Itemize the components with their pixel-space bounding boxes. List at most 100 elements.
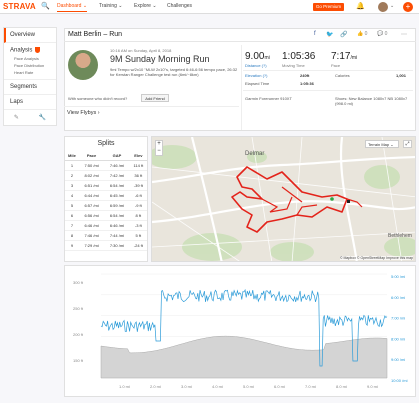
distance-label[interactable]: Distance (?) xyxy=(245,63,267,68)
y-left-tick-label: 250 ft xyxy=(73,306,84,311)
activity-description: 9mi Tempo w/2x10 "MLW 2x10"s, targeted 6… xyxy=(110,67,238,77)
moving-time-label: Moving Time xyxy=(282,63,305,68)
map-type-select[interactable]: Terrain Map ⌄ xyxy=(365,140,399,148)
strava-logo[interactable]: STRAVA xyxy=(3,2,36,11)
sidebar-item-segments[interactable]: Segments xyxy=(4,80,56,95)
table-row[interactable]: 8 7:46 /mi 7:44 /mi 5 ft xyxy=(65,230,147,241)
splits-cell: 7:42 /mi xyxy=(104,170,130,181)
sidebar-item-analysis[interactable]: Analysis xyxy=(4,43,56,55)
nav-training[interactable]: Training ⌄ xyxy=(99,3,123,9)
map-attribution[interactable]: © Mapbox © OpenStreetMap Improve this ma… xyxy=(339,256,413,260)
add-friend-button[interactable]: Add Friend xyxy=(141,94,169,102)
table-row[interactable]: 2 8:02 /mi 7:42 /mi 36 ft xyxy=(65,170,147,181)
x-tick-label: 4.0 mi xyxy=(212,384,223,389)
link-icon[interactable]: 🔗 xyxy=(340,32,348,38)
twitter-icon[interactable]: 🐦 xyxy=(326,32,334,38)
athlete-avatar[interactable] xyxy=(68,50,98,80)
kudos-count[interactable]: 👍 0 xyxy=(357,31,368,37)
divider xyxy=(64,106,239,107)
search-icon[interactable]: 🔍 xyxy=(41,3,50,10)
elapsed-value: 1:05:36 xyxy=(300,81,314,86)
premium-shield-icon xyxy=(35,47,41,53)
chart-canvas[interactable]: 300 ft 250 ft 200 ft 150 ft 5:00 /mi 6:00 /m… xyxy=(65,266,417,398)
splits-table: Splits Mile Pace GAP Elev 1 7:50 /mi 7:46 /mi… xyxy=(64,136,148,262)
nav-dashboard[interactable]: Dashboard ⌄ xyxy=(57,3,88,12)
splits-cell: 7:50 /mi xyxy=(78,160,105,171)
splits-cell: 6:57 /mi xyxy=(78,200,105,211)
nav-challenges[interactable]: Challenges xyxy=(167,3,193,9)
zoom-in-button[interactable]: + xyxy=(157,141,161,147)
y-left-tick-label: 150 ft xyxy=(73,358,84,363)
activity-date: 10:16 AM on Sunday, April 8, 2018 xyxy=(110,48,172,53)
view-flybys-link[interactable]: View Flybys › xyxy=(67,110,100,116)
splits-cell: 6 xyxy=(65,210,79,221)
x-tick-label: 2.0 mi xyxy=(150,384,161,389)
zoom-out-button[interactable]: − xyxy=(157,148,161,154)
splits-cell: 8 xyxy=(65,230,79,241)
splits-cell: 7:44 /mi xyxy=(104,230,130,241)
sidebar-item-overview[interactable]: Overview xyxy=(4,28,56,43)
splits-header-cell: Mile xyxy=(65,151,79,161)
pace-label: Pace xyxy=(331,63,341,68)
sidebar-item-laps[interactable]: Laps xyxy=(4,95,56,110)
facebook-icon[interactable]: f xyxy=(314,31,316,37)
map-type-label: Terrain Map xyxy=(368,142,390,147)
shoes-info[interactable]: Shoes: New Balance 1080v7 NB 1080v7 (998… xyxy=(335,96,408,106)
splits-cell: 6:45 /mi xyxy=(104,190,130,201)
sidebar-subitem-pace-distribution[interactable]: Pace Distribution xyxy=(14,62,45,68)
table-row[interactable]: 9 7:29 /mi 7:30 /mi -24 ft xyxy=(65,240,147,251)
table-row[interactable]: 1 7:50 /mi 7:46 /mi 114 ft xyxy=(65,160,147,171)
y-right-tick-label: 7:00 /mi xyxy=(391,316,405,321)
x-tick-label: 1.0 mi xyxy=(119,384,130,389)
splits-cell: -3 ft xyxy=(129,220,147,231)
comments-count[interactable]: 💬 0 xyxy=(377,31,388,37)
x-tick-label: 3.0 mi xyxy=(181,384,192,389)
more-icon[interactable]: ⋯ xyxy=(401,32,407,38)
pace-unit: /mi xyxy=(350,55,358,61)
add-icon[interactable]: + xyxy=(403,2,413,12)
sidebar-subitem-pace-analysis[interactable]: Pace Analysis xyxy=(14,55,39,61)
splits-cell: -39 ft xyxy=(129,180,147,191)
bell-icon[interactable]: 🔔 xyxy=(356,3,365,10)
route-path-inner xyxy=(261,186,363,216)
nav-explore[interactable]: Explore ⌄ xyxy=(134,3,157,9)
distance-number: 9.00 xyxy=(245,51,265,62)
table-row[interactable]: 6 6:56 /mi 6:54 /mi 8 ft xyxy=(65,210,147,221)
elevation-label[interactable]: Elevation (?) xyxy=(245,73,268,78)
table-row[interactable]: 5 6:57 /mi 6:59 /mi -9 ft xyxy=(65,200,147,211)
splits-cell: 7:46 /mi xyxy=(104,160,130,171)
table-row[interactable]: 4 6:44 /mi 6:45 /mi -6 ft xyxy=(65,190,147,201)
splits-cell: 8 ft xyxy=(129,210,147,221)
edit-icon[interactable]: ✎ xyxy=(13,114,19,121)
page-title: Matt Berlin – Run xyxy=(68,31,123,38)
splits-cell: -24 ft xyxy=(129,240,147,251)
calories-value: 1,001 xyxy=(396,73,407,78)
splits-cell: 6:54 /mi xyxy=(104,180,130,191)
fullscreen-icon[interactable]: ⤢ xyxy=(403,140,412,148)
splits-cell: 7:29 /mi xyxy=(78,240,105,251)
chevron-down-icon[interactable]: ⌄ xyxy=(390,3,395,9)
elevation-area xyxy=(100,335,388,379)
x-tick-label: 5.0 mi xyxy=(243,384,254,389)
y-right-tick-label: 10:00 /mi xyxy=(391,378,408,383)
table-row[interactable]: 3 6:51 /mi 6:54 /mi -39 ft xyxy=(65,180,147,191)
y-left-tick-label: 300 ft xyxy=(73,280,84,285)
sidebar-item-label: Analysis xyxy=(10,47,33,54)
elapsed-label: Elapsed Time xyxy=(245,81,270,86)
route-end-marker xyxy=(347,200,350,203)
splits-cell: 4 xyxy=(65,190,79,201)
splits-cell: 6:44 /mi xyxy=(78,190,105,201)
elevation-pace-chart[interactable]: 300 ft 250 ft 200 ft 150 ft 5:00 /mi 6:00 /m… xyxy=(64,265,416,397)
go-premium-button[interactable]: Go Premium xyxy=(313,3,344,11)
map-canvas[interactable]: Delmar Bethlehem xyxy=(152,137,416,262)
splits-cell: 36 ft xyxy=(129,170,147,181)
x-tick-label: 9.0 mi xyxy=(367,384,378,389)
avatar[interactable] xyxy=(378,2,388,12)
wrench-icon[interactable]: 🔧 xyxy=(38,114,47,121)
comments-value: 0 xyxy=(384,31,388,37)
table-row[interactable]: 7 6:46 /mi 6:46 /mi -3 ft xyxy=(65,220,147,231)
sidebar-subitem-heart-rate[interactable]: Heart Rate xyxy=(4,69,56,80)
splits-header-cell: GAP xyxy=(104,151,130,161)
splits-cell: 2 xyxy=(65,170,79,181)
route-map[interactable]: Delmar Bethlehem + − Terrain Map ⌄ ⤢ © M… xyxy=(151,136,416,262)
